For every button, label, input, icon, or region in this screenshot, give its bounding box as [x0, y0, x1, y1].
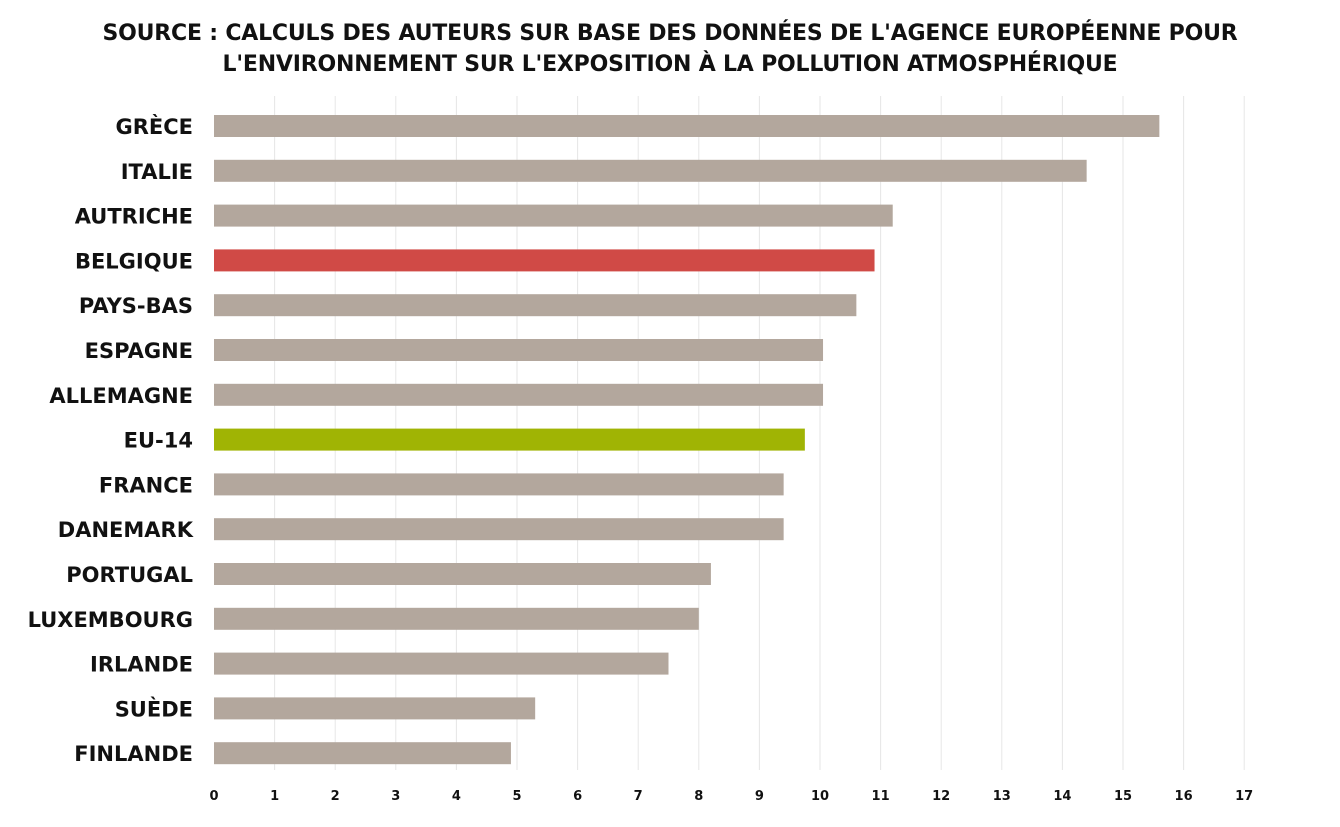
category-label: ESPAGNE	[85, 339, 193, 363]
x-tick-label: 3	[391, 789, 400, 804]
category-label: AUTRICHE	[75, 205, 193, 229]
x-tick-label: 7	[634, 789, 643, 804]
category-label: IRLANDE	[90, 653, 193, 677]
bar	[214, 563, 711, 585]
x-tick-label: 11	[872, 789, 890, 804]
x-tick-label: 6	[573, 789, 582, 804]
x-tick-label: 5	[512, 789, 521, 804]
chart-title-line-2: L'ENVIRONNEMENT SUR L'EXPOSITION À LA PO…	[222, 52, 1118, 77]
category-label: ITALIE	[121, 160, 193, 184]
category-label: FINLANDE	[74, 742, 193, 766]
bar	[214, 115, 1160, 137]
category-label: EU-14	[124, 429, 193, 453]
bar	[214, 339, 824, 361]
x-tick-label: 17	[1235, 789, 1253, 804]
bar	[214, 159, 1087, 182]
bar	[214, 204, 893, 227]
x-tick-label: 2	[331, 789, 340, 804]
chart-title-line-1: SOURCE : CALCULS DES AUTEURS SUR BASE DE…	[102, 21, 1238, 46]
category-label: GRÈCE	[115, 114, 193, 139]
bar	[214, 742, 511, 765]
x-tick-label: 15	[1114, 789, 1132, 804]
bar	[214, 518, 784, 541]
category-label: DANEMARK	[58, 518, 194, 542]
x-tick-label: 12	[932, 789, 950, 804]
bar	[214, 473, 784, 496]
bar	[214, 383, 824, 406]
x-tick-label: 4	[452, 789, 461, 804]
chart-title: SOURCE : CALCULS DES AUTEURS SUR BASE DE…	[0, 18, 1340, 80]
bar	[214, 652, 669, 675]
bar	[214, 697, 536, 720]
bar	[214, 607, 699, 630]
x-tick-label: 1	[270, 789, 279, 804]
category-label: FRANCE	[99, 473, 193, 497]
x-tick-label: 0	[209, 789, 218, 804]
x-tick-label: 10	[811, 789, 829, 804]
category-label: PORTUGAL	[66, 563, 193, 587]
category-label: BELGIQUE	[75, 249, 193, 273]
bar	[214, 428, 805, 451]
x-tick-label: 16	[1175, 789, 1193, 804]
x-tick-label: 14	[1053, 789, 1071, 804]
category-label: ALLEMAGNE	[49, 384, 193, 408]
category-label: LUXEMBOURG	[28, 608, 193, 632]
x-tick-label: 8	[694, 789, 703, 804]
category-label: SUÈDE	[115, 696, 193, 721]
bar	[214, 249, 875, 272]
x-tick-label: 9	[755, 789, 764, 804]
x-tick-label: 13	[993, 789, 1011, 804]
category-label: PAYS-BAS	[79, 294, 193, 318]
bar	[214, 294, 857, 317]
